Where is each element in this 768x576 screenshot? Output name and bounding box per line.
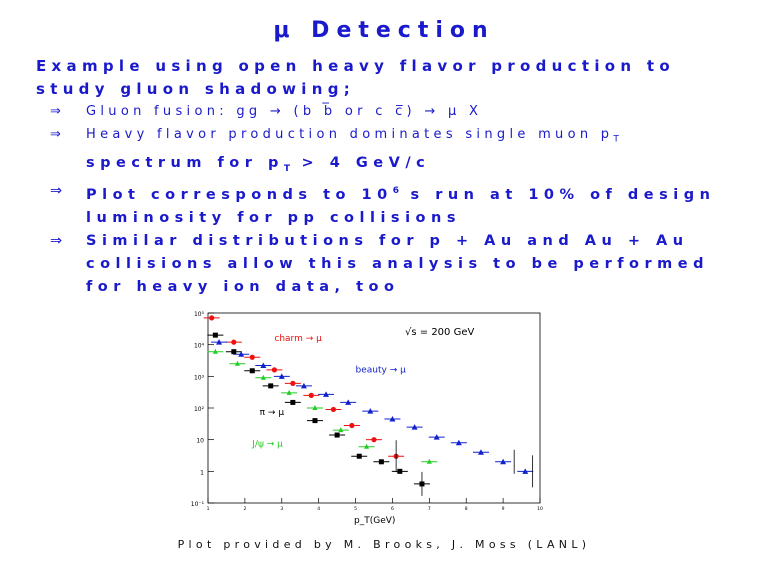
data-point-charm <box>290 380 296 386</box>
bullet-line: Heavy flavor production dominates single… <box>86 123 750 152</box>
subscript: T <box>283 163 291 174</box>
x-tick-label: 5 <box>354 506 357 512</box>
data-point-beauty <box>323 391 330 397</box>
x-tick-label: 2 <box>243 506 246 512</box>
data-point-jpsi <box>286 389 292 395</box>
intro-line-2: study gluon shadowing; <box>36 80 356 98</box>
bullet-text: spectrum for p <box>86 154 284 171</box>
plot-credit: Plot provided by M. Brooks, J. Moss (LAN… <box>177 538 591 551</box>
data-point-jpsi <box>260 374 266 380</box>
data-point-pion <box>378 459 384 465</box>
bullet-line: Similar distributions for p + Au and Au … <box>86 233 689 250</box>
data-point-pion <box>356 453 362 459</box>
bullet-similar-distributions: ⇒ Similar distributions for p + Au and A… <box>50 230 750 299</box>
data-point-beauty <box>522 468 529 474</box>
data-point-beauty <box>433 434 440 440</box>
intro-line-1: Example using open heavy flavor producti… <box>36 57 675 75</box>
bullet-gluon-fusion: ⇒ Gluon fusion: gg → (b b̅ or c c̅) → μ … <box>50 100 750 123</box>
data-point-jpsi <box>235 360 241 366</box>
intro-text: Example using open heavy flavor producti… <box>36 55 756 101</box>
slide-title: μ Detection <box>273 18 495 43</box>
y-tick-label: 10⁻¹ <box>191 501 205 508</box>
data-point-beauty <box>389 415 396 422</box>
bullet-text: s run at 10% of design <box>399 187 716 204</box>
x-tick-label: 4 <box>317 506 320 512</box>
data-point-charm <box>308 392 314 398</box>
bullet-list: ⇒ Gluon fusion: gg → (b b̅ or c c̅) → μ … <box>50 100 750 299</box>
x-axis-label: p_T(GeV) <box>354 516 395 526</box>
x-tick-label: 7 <box>428 506 431 512</box>
bullet-line: luminosity for pp collisions <box>86 210 461 227</box>
bullet-plot-run: ⇒ Plot corresponds to 106 s run at 10% o… <box>50 180 750 230</box>
data-point-charm <box>349 422 355 429</box>
data-point-beauty <box>238 351 245 357</box>
data-point-beauty <box>500 458 507 465</box>
process-annotation: charm → μ <box>274 334 322 344</box>
data-point-pion <box>397 468 403 474</box>
bullet-line: Plot corresponds to 106 s run at 10% of … <box>86 180 750 207</box>
data-point-beauty <box>278 373 285 379</box>
energy-label: √s = 200 GeV <box>405 327 474 338</box>
subscript: T <box>613 134 620 145</box>
y-tick-label: 1 <box>200 469 204 476</box>
bullet-line: for heavy ion data, too <box>86 279 400 296</box>
implies-arrow-icon: ⇒ <box>50 104 61 119</box>
y-tick-label: 10² <box>194 406 205 413</box>
y-tick-label: 10⁵ <box>194 311 205 318</box>
data-point-jpsi <box>364 443 370 449</box>
bullet-text: Gluon fusion: gg → (b b̅ or c c̅) → μ X <box>86 104 483 119</box>
data-point-beauty <box>260 362 267 368</box>
bullet-text: Heavy flavor production dominates single… <box>86 127 614 142</box>
data-point-jpsi <box>212 348 218 354</box>
data-point-beauty <box>345 399 352 405</box>
implies-arrow-icon: ⇒ <box>50 233 63 250</box>
x-tick-label: 1 <box>207 506 210 512</box>
bullet-heavy-flavor: ⇒ Heavy flavor production dominates sing… <box>50 123 750 180</box>
process-annotation: beauty → μ <box>356 366 407 376</box>
data-point-beauty <box>455 439 462 446</box>
data-point-jpsi <box>338 427 344 433</box>
x-tick-label: 6 <box>391 506 394 512</box>
x-tick-label: 8 <box>465 506 468 512</box>
data-point-charm <box>271 367 277 373</box>
process-annotation: π → μ <box>260 408 285 418</box>
y-tick-label: 10³ <box>194 374 205 381</box>
data-point-charm <box>231 339 237 345</box>
x-tick-label: 10 <box>537 506 543 512</box>
bullet-text: > 4 GeV/c <box>291 154 431 171</box>
data-point-charm <box>249 354 255 360</box>
data-point-beauty <box>367 408 374 414</box>
process-annotation: J/ψ → μ <box>251 440 283 450</box>
data-point-jpsi <box>312 405 318 410</box>
data-point-pion <box>334 432 340 438</box>
data-point-pion <box>231 349 237 355</box>
plot-frame <box>207 312 541 504</box>
bullet-line: spectrum for pT > 4 GeV/c <box>86 152 750 181</box>
data-point-pion <box>290 399 296 405</box>
data-point-beauty <box>216 339 223 345</box>
x-tick-label: 9 <box>502 506 505 512</box>
data-point-beauty <box>477 449 484 455</box>
data-point-pion <box>268 383 274 389</box>
bullet-text: Plot corresponds to 10 <box>86 187 393 204</box>
x-tick-label: 3 <box>280 506 283 512</box>
data-point-charm <box>371 437 377 443</box>
y-tick-label: 10⁴ <box>194 343 205 350</box>
data-point-pion <box>312 418 318 424</box>
data-point-beauty <box>300 382 307 389</box>
data-point-beauty <box>411 424 418 430</box>
data-point-jpsi <box>426 458 432 464</box>
y-tick-label: 10 <box>196 438 204 445</box>
data-point-charm <box>209 315 215 321</box>
implies-arrow-icon: ⇒ <box>50 127 61 142</box>
superscript: 6 <box>392 186 400 197</box>
data-point-charm <box>330 406 337 413</box>
implies-arrow-icon: ⇒ <box>50 183 63 200</box>
data-point-pion <box>249 368 255 374</box>
bullet-line: collisions allow this analysis to be per… <box>86 256 709 273</box>
data-point-pion <box>212 332 218 338</box>
